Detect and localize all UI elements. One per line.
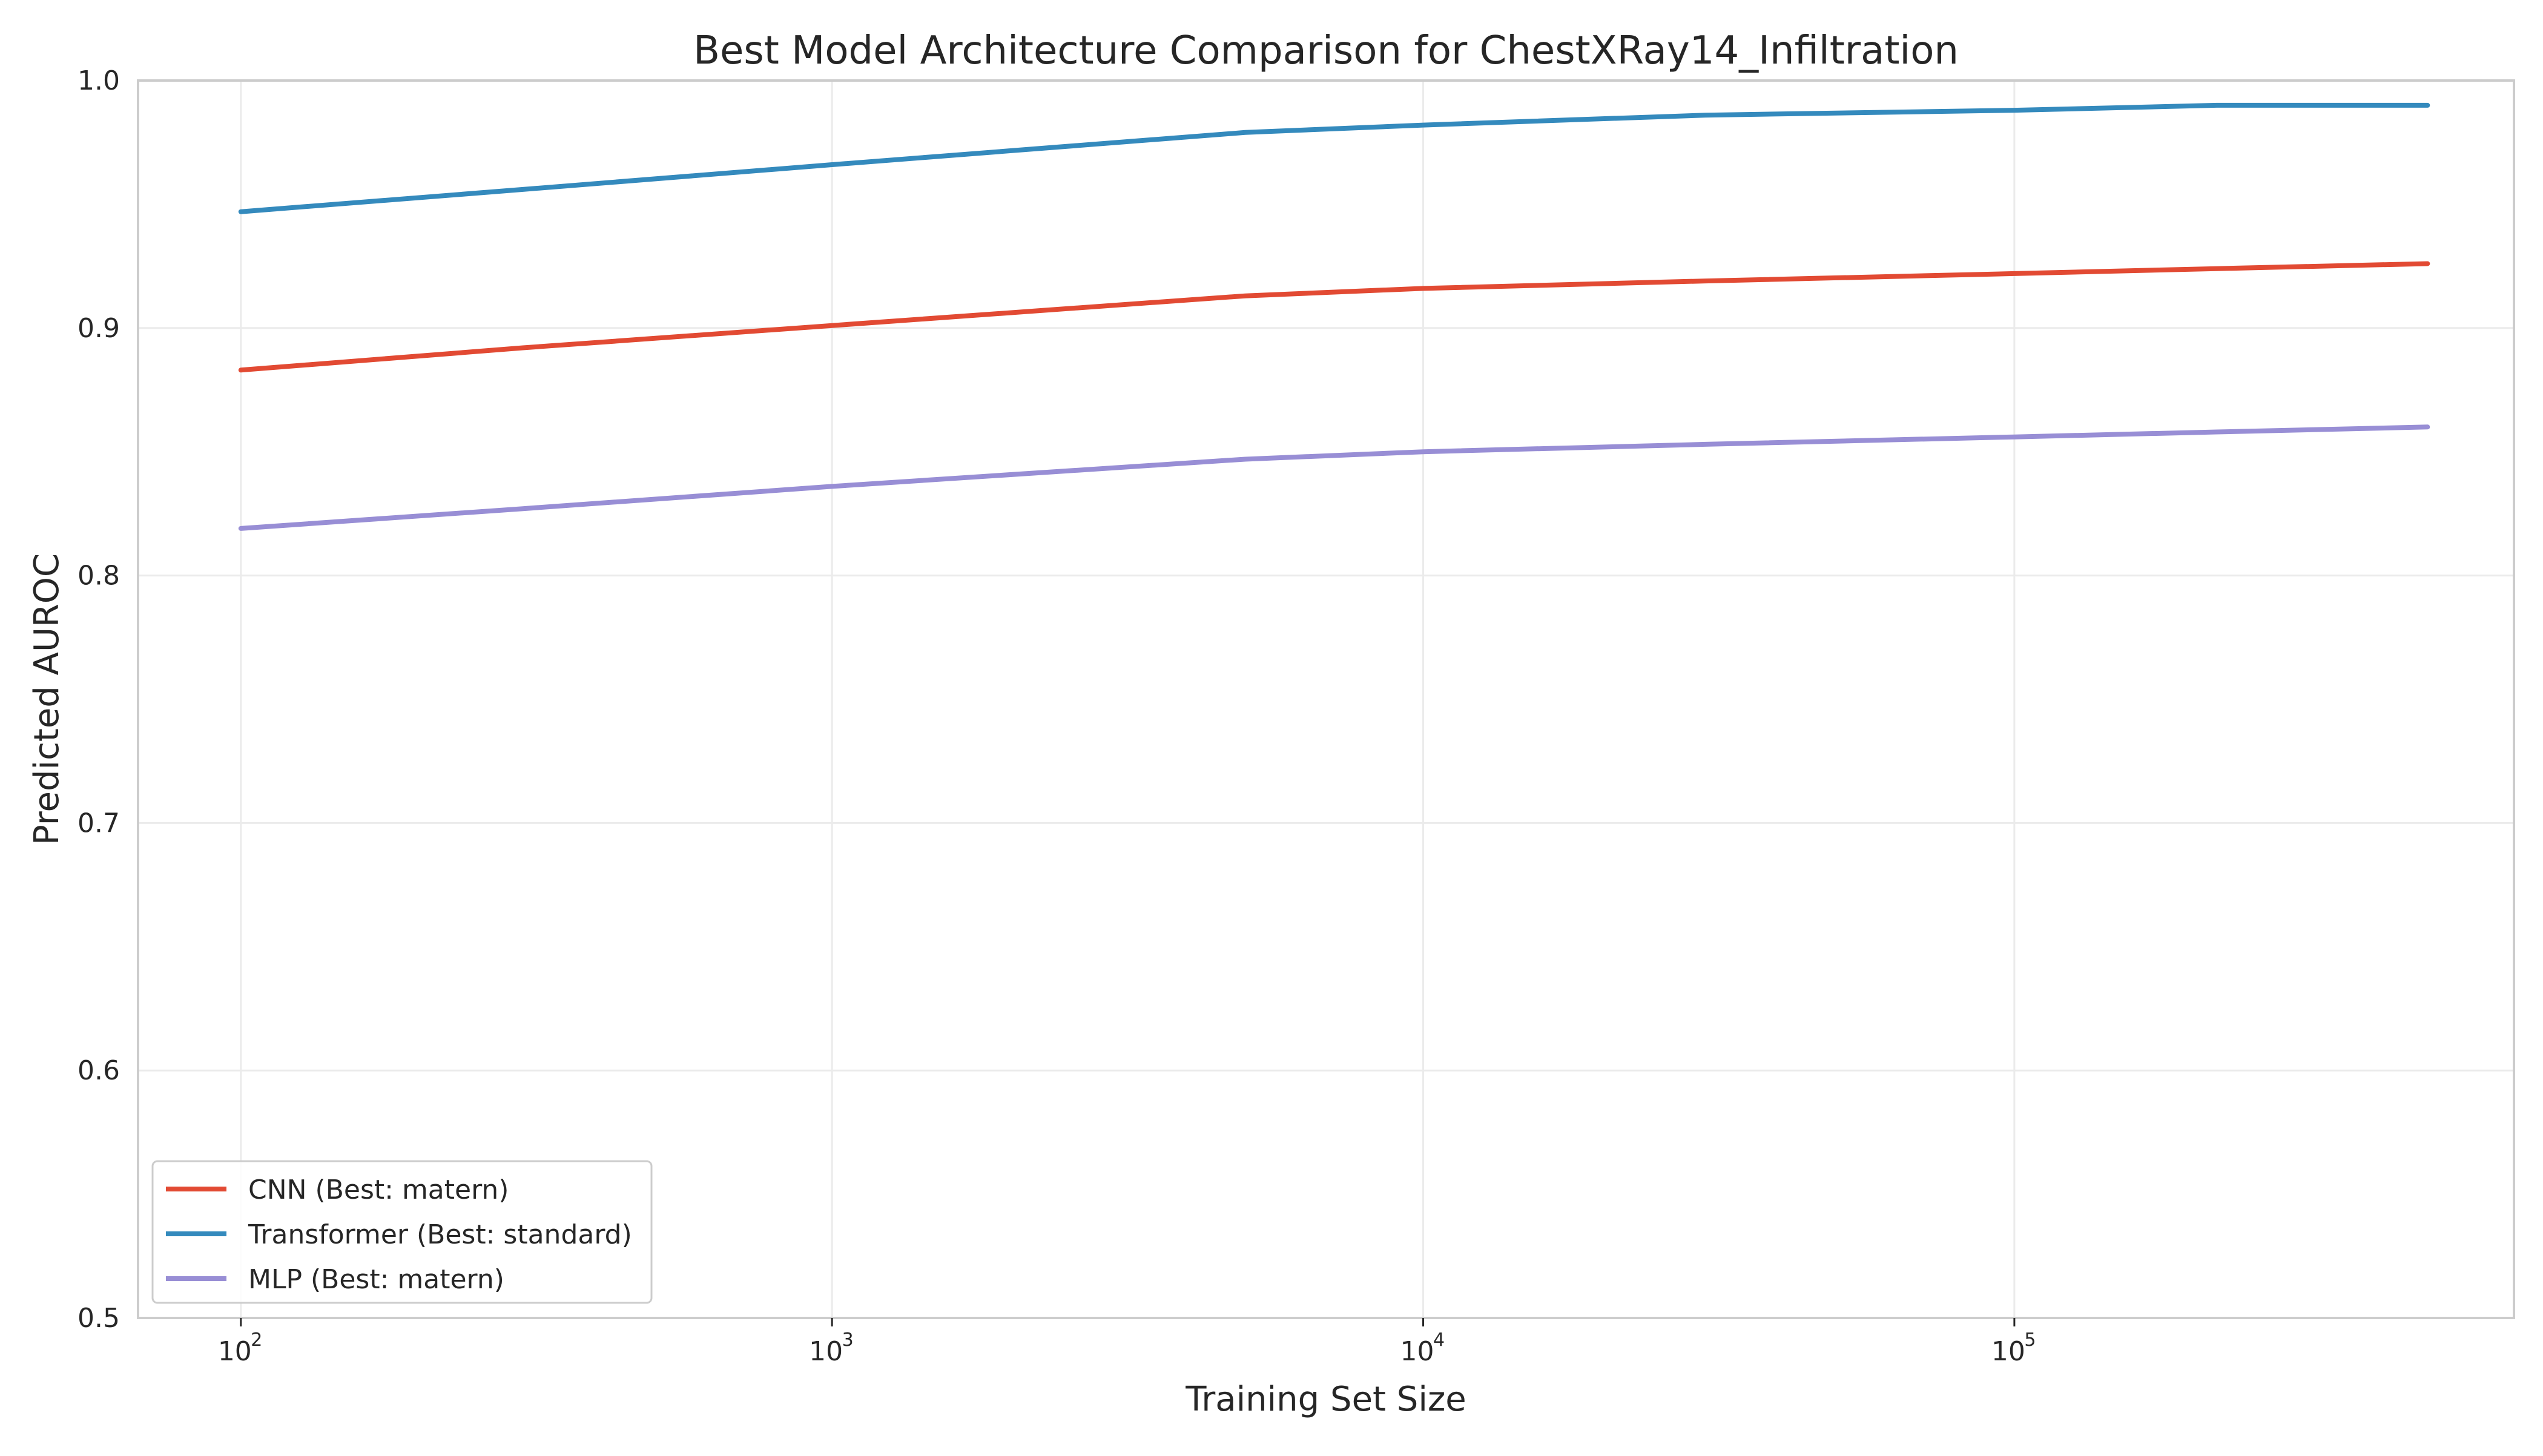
x-tick-exponent: 3 — [842, 1329, 854, 1351]
y-axis-label: Predicted AUROC — [27, 553, 67, 845]
legend-entry: MLP (Best: matern) — [166, 1264, 504, 1295]
y-tick-label: 0.7 — [78, 808, 120, 838]
x-tick-label: 102 — [218, 1329, 263, 1367]
x-tick-label: 103 — [809, 1329, 854, 1367]
series-line-2 — [238, 424, 2430, 531]
x-tick-base: 10 — [1400, 1336, 1434, 1367]
x-tick-label: 104 — [1400, 1329, 1445, 1367]
x-axis-label: Training Set Size — [1185, 1380, 1466, 1419]
legend-frame — [151, 1160, 653, 1304]
legend-label: Transformer (Best: standard) — [248, 1219, 632, 1250]
y-tick-label: 0.9 — [78, 313, 120, 344]
legend-label: CNN (Best: matern) — [248, 1174, 509, 1205]
x-tick-base: 10 — [218, 1336, 252, 1367]
legend-entry: Transformer (Best: standard) — [166, 1219, 632, 1250]
x-tick-exponent: 5 — [2024, 1329, 2036, 1351]
grid — [138, 79, 2514, 1319]
legend: CNN (Best: matern) Transformer (Best: sta… — [151, 1160, 653, 1304]
legend-label: MLP (Best: matern) — [248, 1264, 504, 1295]
x-tick-base: 10 — [809, 1336, 843, 1367]
y-tick-label: 1.0 — [78, 65, 120, 96]
legend-entry: CNN (Best: matern) — [166, 1174, 509, 1205]
series-line-1 — [238, 102, 2430, 214]
y-tick-label: 0.5 — [78, 1303, 120, 1334]
x-tick-exponent: 2 — [251, 1329, 262, 1351]
plot-frame — [137, 79, 2515, 1319]
series-lines — [238, 102, 2430, 531]
x-tick-label: 105 — [1991, 1329, 2036, 1367]
y-tick-label: 0.8 — [78, 561, 120, 591]
series-line-0 — [238, 261, 2430, 373]
y-tick-label: 0.6 — [78, 1055, 120, 1086]
x-tick-exponent: 4 — [1433, 1329, 1445, 1351]
x-tick-base: 10 — [1991, 1336, 2025, 1367]
chart-title: Best Model Architecture Comparison for C… — [693, 28, 1959, 73]
